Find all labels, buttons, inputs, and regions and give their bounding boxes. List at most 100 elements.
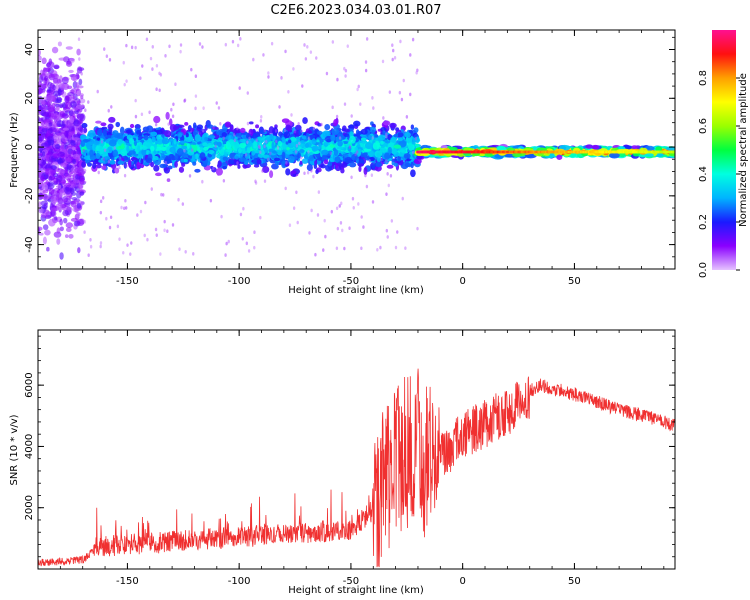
spectrogram-outlier <box>274 129 278 133</box>
spectrogram-cell <box>102 151 108 157</box>
spectrogram-outlier <box>124 198 127 203</box>
spectrogram-cell <box>41 204 48 210</box>
spectrogram-cell <box>117 160 125 165</box>
spectrogram-outlier <box>245 241 249 246</box>
spectrogram-cell <box>46 246 50 252</box>
spectrogram-outlier <box>167 122 170 126</box>
spectrogram-cell <box>173 138 177 145</box>
spectrogram-cell <box>410 124 415 130</box>
spectrogram-outlier <box>108 58 112 62</box>
spectrogram-outlier <box>360 215 363 219</box>
spectrogram-cell <box>57 41 62 47</box>
spectrogram-outlier <box>371 136 374 140</box>
spectrogram-outlier <box>134 45 137 50</box>
spectrogram-outlier <box>220 214 223 219</box>
spectrogram-outlier <box>139 209 143 214</box>
spectrogram-cell <box>311 145 319 152</box>
spectrogram-cell <box>59 226 64 232</box>
spectrogram-cell <box>38 181 43 187</box>
spectrogram-outlier <box>362 225 365 229</box>
spectrogram-outlier <box>255 138 258 143</box>
spectrogram-cell <box>38 125 42 129</box>
spectrogram-cell <box>336 146 344 150</box>
spectrogram-cell <box>65 227 72 233</box>
spectrogram-cell <box>234 141 240 149</box>
spectrogram-cell <box>404 132 411 138</box>
spectrogram-cell <box>46 61 55 69</box>
spectrogram-cell <box>283 131 290 139</box>
spectrogram-cell <box>142 141 148 147</box>
figure-title: C2E6.2023.034.03.01.R07 <box>270 3 441 18</box>
spectrogram-cell <box>271 141 275 149</box>
spectrogram-outlier <box>222 178 226 183</box>
spectrogram-cell <box>150 145 155 152</box>
spectrogram-cell <box>46 100 50 108</box>
spectrogram-outlier <box>155 233 158 237</box>
spectrogram-cell <box>269 170 274 179</box>
spectrogram-cell <box>286 147 290 151</box>
spectrogram-cell <box>392 148 398 155</box>
spectrogram-cell <box>66 60 72 65</box>
spectrogram-outlier <box>343 246 346 251</box>
spectrogram-cell <box>358 165 362 172</box>
spectrogram-cell <box>55 106 60 112</box>
spectrogram-cell <box>262 158 266 164</box>
spectrogram-outlier <box>190 67 193 72</box>
spectrogram-cell <box>62 127 69 131</box>
spectrogram-outlier <box>364 60 368 64</box>
spectrogram-outlier <box>385 192 388 196</box>
spectrogram-outlier <box>154 122 158 127</box>
spectrogram-cell <box>63 217 68 224</box>
spectrogram-outlier <box>87 253 90 258</box>
spectrogram-outlier <box>380 157 383 162</box>
spectrogram-outlier <box>314 252 317 257</box>
spectrogram-outlier <box>149 56 153 61</box>
spectrogram-outlier <box>294 150 298 154</box>
spectrogram-cell <box>48 127 57 133</box>
spectrogram-outlier <box>110 105 113 109</box>
spectrogram-cell <box>397 137 403 142</box>
spectrogram-outlier <box>372 106 375 110</box>
spectrogram-cell <box>331 128 340 136</box>
spectrogram-cell <box>56 120 65 127</box>
spectrogram-cell <box>68 131 76 136</box>
spectrogram-cell <box>178 166 185 173</box>
spectrogram-outlier <box>225 241 228 246</box>
spectrogram-outlier <box>140 112 144 117</box>
spectrogram-outlier <box>194 106 197 111</box>
spectrogram-outlier <box>267 75 270 79</box>
spectrogram-outlier <box>89 244 93 249</box>
spectrogram-cell <box>41 194 50 201</box>
spectrogram-cell <box>38 83 47 91</box>
spectrogram-cell <box>410 161 414 169</box>
spectrogram-outlier <box>219 122 222 126</box>
spectrogram-outlier <box>168 44 171 49</box>
spectrogram-cell <box>72 158 77 165</box>
spectrogram-outlier <box>158 71 161 76</box>
spectrogram-cell <box>302 117 308 125</box>
spectrogram-cell <box>76 66 83 74</box>
spectrogram-cell <box>79 191 85 196</box>
spectrogram-outlier <box>335 246 339 251</box>
spectrogram-outlier <box>331 40 335 44</box>
spectrogram-outlier <box>287 89 290 94</box>
spectrogram-cell <box>238 157 246 163</box>
spectrogram-outlier <box>82 148 85 153</box>
spectrogram-outlier <box>96 89 99 94</box>
spectrogram-outlier <box>293 129 297 134</box>
spectrogram-outlier <box>356 87 359 92</box>
spectrogram-cell <box>38 55 42 62</box>
spectrogram-outlier <box>323 218 326 223</box>
spectrogram-cell <box>320 164 327 169</box>
spectrogram-outlier <box>164 53 167 58</box>
spectrogram-outlier <box>267 71 270 75</box>
spectrogram-cell <box>73 107 78 112</box>
spectrogram-cell <box>42 96 48 101</box>
spectrogram-outlier <box>351 196 355 201</box>
spectrogram-cell <box>349 135 356 144</box>
spectrogram-cell <box>333 119 338 127</box>
spectrogram-outlier <box>122 250 125 255</box>
spectrogram-outlier <box>292 67 295 71</box>
spectrogram-cell <box>47 151 54 156</box>
